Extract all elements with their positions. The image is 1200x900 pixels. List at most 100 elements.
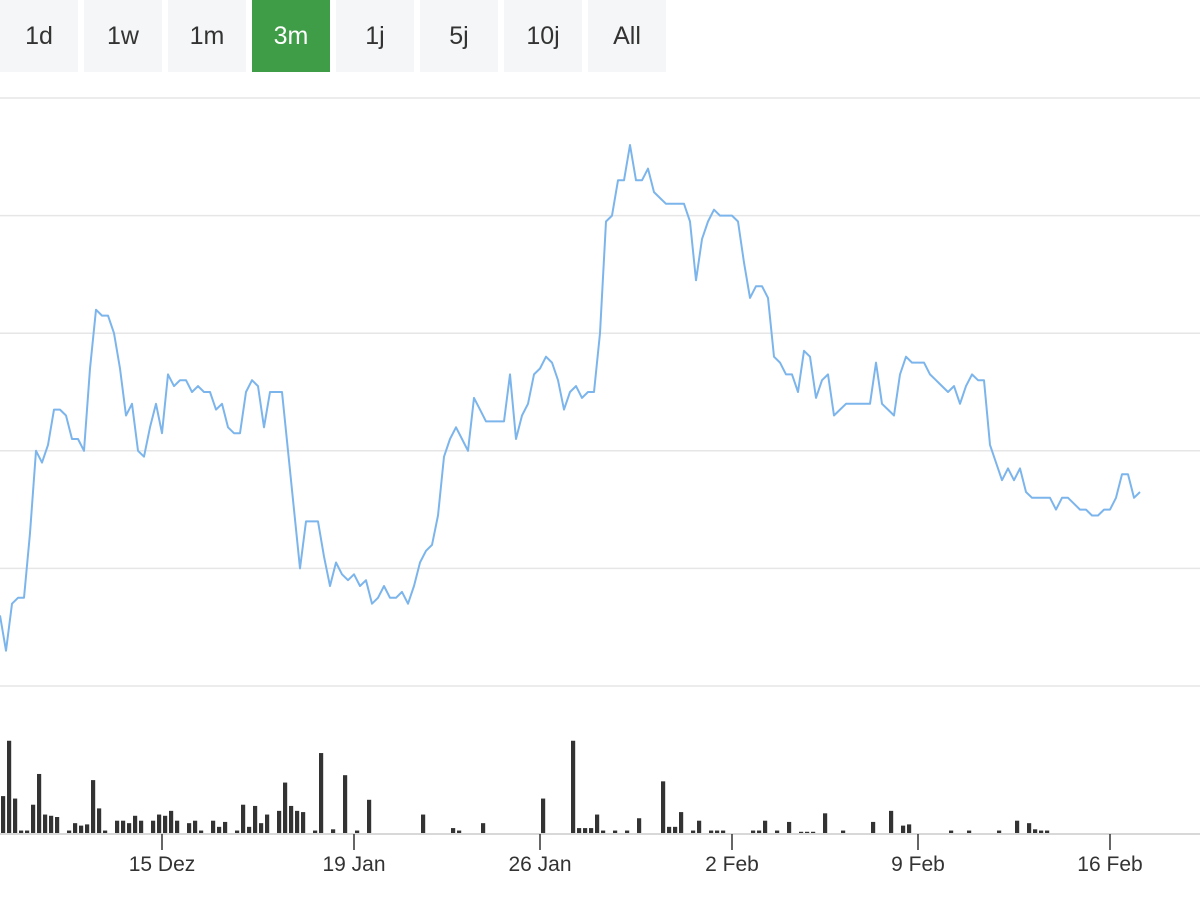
volume-bar [907, 824, 912, 833]
volume-bar [1015, 820, 1020, 833]
x-tick-label: 16 Feb [1077, 853, 1142, 876]
volume-bar [235, 830, 240, 833]
range-button-10j[interactable]: 10j [504, 0, 582, 72]
volume-bar [1039, 830, 1044, 833]
volume-bar [451, 828, 456, 833]
gridlines [0, 97, 1200, 687]
volume-bar [889, 810, 894, 833]
volume-bar [589, 828, 594, 833]
volume-bar [253, 805, 258, 833]
volume-bar [709, 830, 714, 833]
volume-bar [721, 830, 726, 833]
volume-bar [121, 820, 126, 833]
volume-bar [247, 826, 252, 833]
volume-bar [169, 810, 174, 833]
volume-bar [355, 830, 360, 833]
range-button-5j[interactable]: 5j [420, 0, 498, 72]
volume-bar [541, 798, 546, 833]
volume-bar [13, 798, 18, 833]
volume-bar [31, 804, 36, 833]
volume-bar [295, 810, 300, 833]
volume-bar [19, 830, 24, 833]
volume-bar [277, 810, 282, 833]
volume-bar [331, 829, 336, 833]
volume-bar [187, 823, 192, 833]
volume-bar [85, 824, 90, 833]
volume-series [1, 740, 1050, 833]
volume-bar [319, 753, 324, 833]
volume-bar [625, 830, 630, 833]
volume-bar [949, 830, 954, 833]
volume-bar [751, 830, 756, 833]
volume-bar [67, 830, 72, 833]
volume-bar [583, 828, 588, 833]
volume-bar [841, 830, 846, 833]
volume-bar [199, 830, 204, 833]
volume-bar [103, 830, 108, 833]
volume-bar [757, 830, 762, 833]
volume-bar [223, 821, 228, 833]
volume-bar [55, 817, 60, 833]
price-series [0, 144, 1141, 652]
volume-bar [601, 830, 606, 833]
volume-bar [673, 826, 678, 833]
range-button-1m[interactable]: 1m [168, 0, 246, 72]
volume-bar [967, 830, 972, 833]
range-button-3m[interactable]: 3m [252, 0, 330, 72]
volume-bar [799, 831, 804, 833]
volume-bar [661, 781, 666, 833]
x-tick-label: 2 Feb [705, 853, 759, 876]
volume-bar [283, 782, 288, 833]
volume-bar [175, 820, 180, 833]
volume-bar [313, 830, 318, 833]
volume-bar [901, 825, 906, 833]
range-button-1j[interactable]: 1j [336, 0, 414, 72]
price-line [0, 144, 1141, 652]
volume-bar [43, 814, 48, 833]
volume-bar [775, 830, 780, 833]
x-axis: 15 Dez 19 Jan 26 Jan 2 Feb 9 Feb 16 Feb [0, 833, 1200, 876]
volume-bar [637, 818, 642, 833]
volume-bar [787, 821, 792, 833]
range-button-all[interactable]: All [588, 0, 666, 72]
volume-bar [139, 820, 144, 833]
volume-bar [91, 780, 96, 833]
volume-bar [289, 805, 294, 833]
volume-bar [805, 831, 810, 833]
volume-bar [97, 808, 102, 833]
range-button-1w[interactable]: 1w [84, 0, 162, 72]
volume-bar [1, 796, 6, 833]
volume-bar [571, 740, 576, 833]
volume-bar [343, 775, 348, 833]
volume-bar [457, 830, 462, 833]
volume-bar [577, 828, 582, 833]
volume-bar [49, 815, 54, 833]
volume-bar [301, 812, 306, 833]
volume-bar [367, 799, 372, 833]
volume-bar [79, 825, 84, 833]
volume-bar [259, 823, 264, 833]
volume-bar [217, 826, 222, 833]
x-tick-label: 15 Dez [129, 853, 196, 876]
volume-bar [667, 826, 672, 833]
volume-bar [241, 804, 246, 833]
volume-bar [715, 830, 720, 833]
range-button-1d[interactable]: 1d [0, 0, 78, 72]
volume-bar [763, 820, 768, 833]
volume-bar [73, 823, 78, 833]
volume-bar [421, 814, 426, 833]
volume-bar [481, 823, 486, 833]
volume-bar [157, 814, 162, 833]
volume-bar [823, 813, 828, 833]
volume-bar [871, 821, 876, 833]
volume-bar [997, 830, 1002, 833]
x-tick-label: 26 Jan [508, 853, 571, 876]
volume-bar [211, 820, 216, 833]
volume-bar [1033, 829, 1038, 833]
volume-bar [811, 831, 816, 833]
volume-bar [679, 812, 684, 833]
volume-bar [1045, 830, 1050, 833]
volume-bar [595, 814, 600, 833]
x-tick-label: 19 Jan [322, 853, 385, 876]
